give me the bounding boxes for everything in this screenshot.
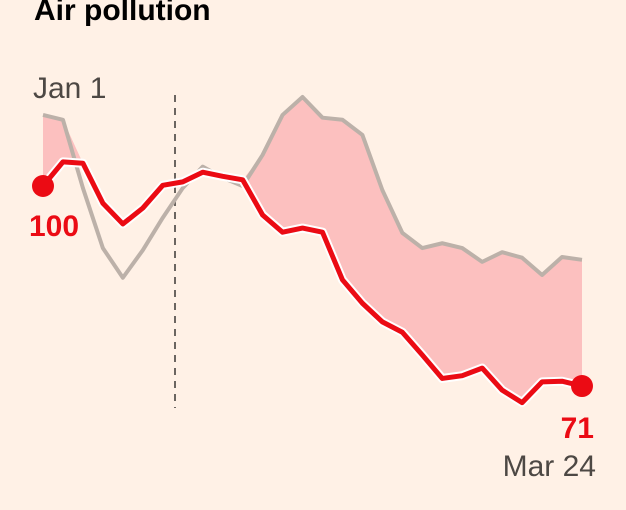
- end-marker: [571, 375, 593, 398]
- chart-title: Air pollution: [34, 0, 211, 27]
- baseline-line: [42, 95, 583, 280]
- end-marker: [32, 174, 54, 197]
- current-line: [41, 159, 583, 406]
- value-label: 71: [561, 412, 594, 445]
- value-label: 100: [29, 210, 79, 243]
- x-tick-label: Mar 24: [503, 450, 596, 483]
- gap-area: [43, 97, 582, 403]
- x-tick-label: Jan 1: [33, 72, 106, 105]
